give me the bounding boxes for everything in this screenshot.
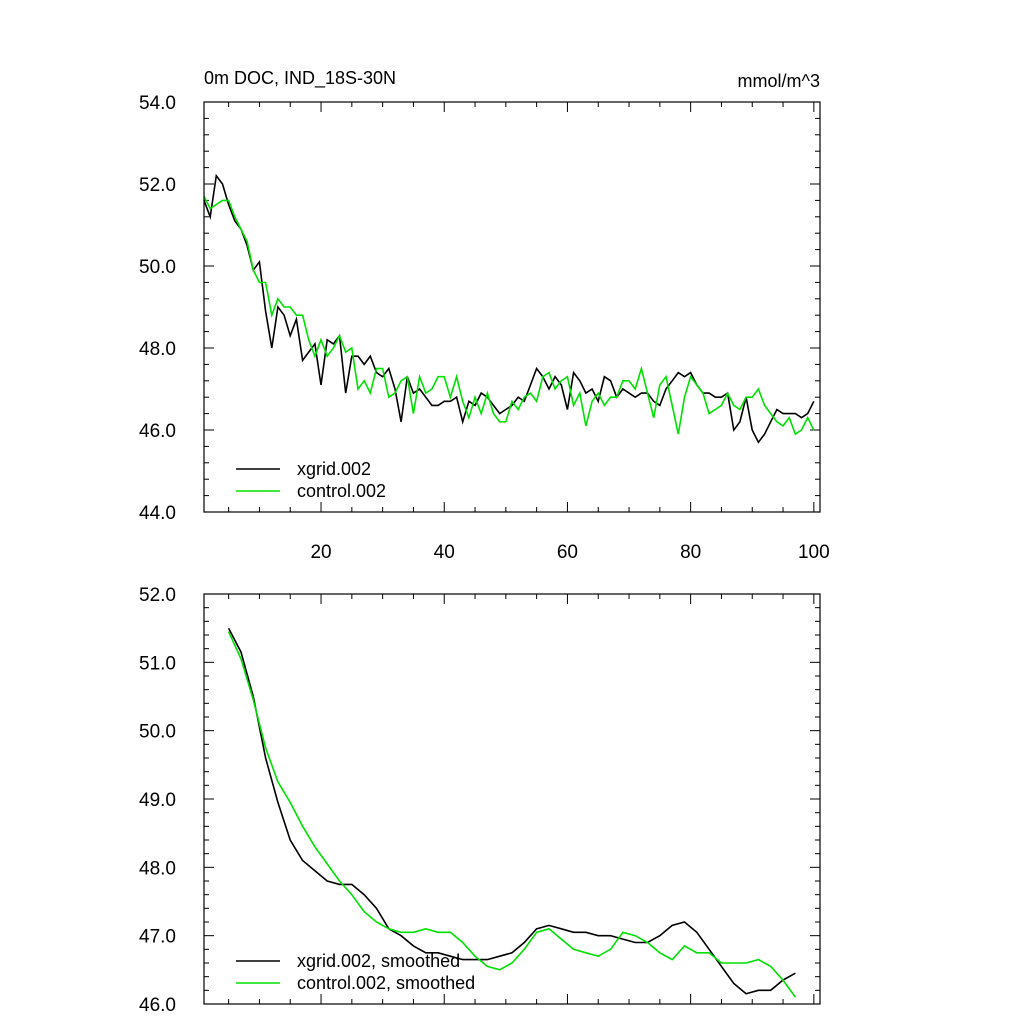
bottom-y-tick-labels: 46.0 47.0 48.0 49.0 50.0 51.0 52.0	[139, 585, 176, 1016]
units-label: mmol/m^3	[738, 71, 820, 91]
legend-label-xgrid: xgrid.002	[297, 459, 371, 479]
y-tick-label: 52.0	[139, 585, 176, 606]
x-tick-label: 60	[557, 542, 578, 563]
top-plot-frame	[203, 101, 821, 513]
legend-label-xgrid-smoothed: xgrid.002, smoothed	[297, 951, 460, 971]
series-line-control	[203, 195, 815, 436]
chart-title: 0m DOC, IND_18S-30N	[204, 68, 396, 89]
bottom-panel: 46.0 47.0 48.0 49.0 50.0 51.0 52.0 xgrid…	[139, 585, 821, 1016]
series-line-xgrid	[203, 173, 815, 444]
top-axis-ticks	[204, 101, 820, 513]
y-tick-label: 50.0	[139, 257, 176, 278]
y-tick-label: 44.0	[139, 503, 176, 524]
x-tick-label: 20	[310, 542, 331, 563]
y-tick-label: 46.0	[139, 995, 176, 1016]
y-tick-label: 47.0	[139, 927, 176, 948]
x-tick-label: 40	[434, 542, 455, 563]
y-tick-label: 48.0	[139, 339, 176, 360]
y-tick-label: 50.0	[139, 722, 176, 743]
y-tick-label: 52.0	[139, 175, 176, 196]
top-legend: xgrid.002 control.002	[236, 459, 386, 501]
top-x-tick-labels: 20 40 60 80 100	[310, 542, 829, 563]
y-tick-label: 46.0	[139, 421, 176, 442]
y-tick-label: 48.0	[139, 858, 176, 879]
x-tick-label: 80	[680, 542, 701, 563]
top-series-lines	[203, 173, 815, 444]
legend-label-control-smoothed: control.002, smoothed	[297, 973, 475, 993]
y-tick-label: 51.0	[139, 653, 176, 674]
top-y-tick-labels: 44.0 46.0 48.0 50.0 52.0 54.0	[139, 93, 176, 524]
bottom-legend: xgrid.002, smoothed control.002, smoothe…	[236, 951, 475, 993]
top-panel: 0m DOC, IND_18S-30N mmol/m^3 44.0 46.0 4…	[139, 68, 830, 563]
y-tick-label: 49.0	[139, 790, 176, 811]
series-line-xgrid-smoothed	[227, 627, 796, 995]
series-line-control-smoothed	[227, 631, 797, 998]
y-tick-label: 54.0	[139, 93, 176, 114]
bottom-series-lines	[227, 627, 797, 998]
legend-label-control: control.002	[297, 481, 386, 501]
x-tick-label: 100	[798, 542, 830, 563]
bottom-plot-frame	[203, 593, 821, 1005]
bottom-axis-ticks	[204, 593, 820, 1005]
